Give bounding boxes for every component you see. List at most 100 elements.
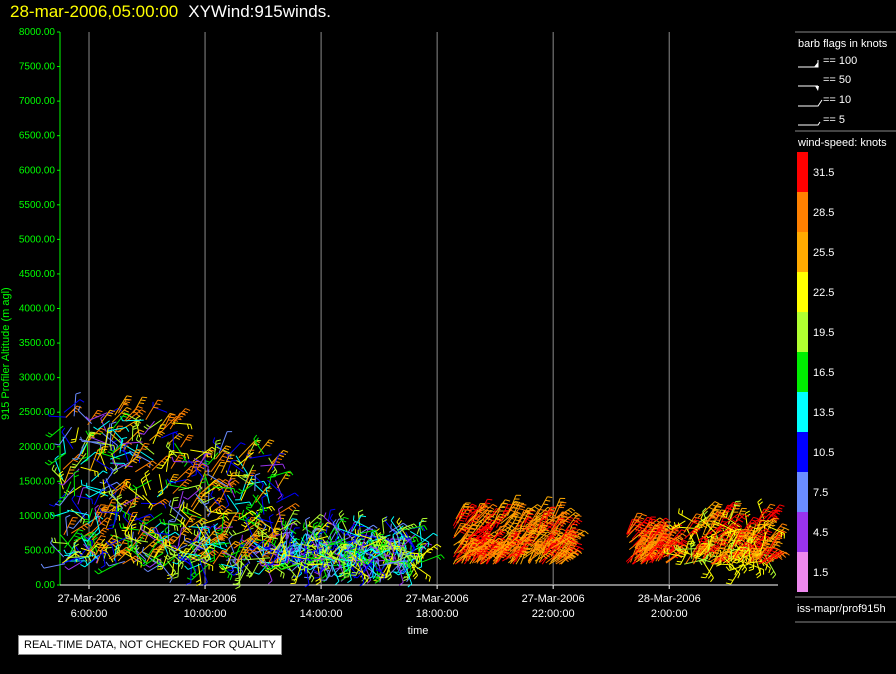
barb-flag bbox=[192, 575, 197, 580]
barb-flag bbox=[235, 572, 241, 576]
barb-flag bbox=[169, 538, 174, 543]
barb-flag bbox=[188, 434, 194, 437]
barb-flag bbox=[211, 483, 217, 487]
barb-flag bbox=[247, 504, 253, 506]
barb-flag bbox=[266, 486, 272, 489]
barb-flag bbox=[200, 498, 205, 503]
barb-flag bbox=[288, 507, 293, 512]
barb-flag bbox=[131, 526, 137, 530]
barb-flag bbox=[222, 450, 228, 453]
barb-flag bbox=[47, 459, 53, 464]
barb-flag bbox=[261, 494, 267, 499]
barb-flag bbox=[525, 542, 531, 544]
barb-flag bbox=[330, 550, 332, 556]
barb-staff bbox=[122, 419, 144, 422]
wind-barb bbox=[196, 523, 206, 543]
wind-barb bbox=[123, 443, 129, 462]
wind-barb bbox=[183, 535, 206, 551]
barb-flag bbox=[203, 581, 208, 586]
barb-staff bbox=[140, 529, 157, 541]
wind-barb bbox=[228, 442, 246, 456]
wind-barb bbox=[73, 531, 98, 542]
barb-flag bbox=[282, 463, 286, 469]
barb-flag bbox=[373, 577, 379, 581]
barb-flag bbox=[267, 441, 273, 445]
barb-flag bbox=[158, 432, 163, 436]
wind-barb bbox=[61, 427, 74, 449]
barb-flag bbox=[308, 575, 313, 580]
barb-flag bbox=[263, 555, 269, 557]
wind-barb bbox=[109, 503, 118, 527]
barb-flag bbox=[283, 449, 289, 453]
barb-flag bbox=[294, 537, 300, 541]
barb-flag bbox=[182, 501, 185, 507]
wind-barb bbox=[171, 456, 195, 463]
barb-flag bbox=[122, 542, 128, 545]
wind-barb bbox=[417, 541, 423, 563]
barb-flag bbox=[173, 496, 179, 499]
barb-staff bbox=[90, 470, 104, 482]
barb-flag bbox=[258, 505, 263, 511]
wind-barb bbox=[224, 540, 241, 553]
wind-barb bbox=[190, 555, 211, 564]
barb-flag bbox=[352, 515, 355, 521]
barb-flag bbox=[212, 437, 216, 443]
barb-flag bbox=[100, 564, 106, 569]
barb-flag bbox=[526, 515, 532, 518]
barb-flag bbox=[141, 409, 146, 413]
barb-flag bbox=[173, 572, 179, 576]
barb-staff bbox=[159, 533, 169, 555]
barb-flag bbox=[263, 480, 267, 486]
barb-flag bbox=[404, 576, 410, 578]
barb-staff bbox=[183, 506, 202, 517]
barb-flag bbox=[124, 401, 131, 404]
barb-flag bbox=[347, 529, 351, 535]
barb-flag bbox=[363, 556, 369, 561]
wind-barb bbox=[149, 430, 165, 441]
barb-staff bbox=[80, 451, 96, 465]
wind-barb bbox=[221, 551, 236, 563]
barb-flag bbox=[54, 455, 60, 460]
wind-barb bbox=[258, 439, 275, 454]
barb-flag bbox=[238, 488, 244, 493]
grid-lines bbox=[88, 32, 670, 585]
wind-barb bbox=[253, 434, 265, 455]
wind-barb bbox=[155, 531, 180, 544]
barb-flag bbox=[334, 567, 340, 570]
barb-flag bbox=[172, 476, 178, 479]
wind-barb bbox=[98, 447, 121, 460]
wind-barb bbox=[329, 516, 349, 535]
barb-staff bbox=[99, 452, 121, 460]
barb-flag bbox=[107, 430, 113, 433]
barb-flag bbox=[183, 453, 186, 459]
barb-flag bbox=[224, 452, 230, 455]
barb-flag bbox=[253, 434, 258, 440]
wind-barb bbox=[134, 513, 155, 521]
barb-flag bbox=[511, 525, 516, 530]
wind-barb bbox=[137, 538, 161, 556]
barb-flag bbox=[158, 492, 164, 497]
barb-flag bbox=[382, 516, 387, 520]
barb-flag bbox=[465, 554, 472, 556]
barb-staff bbox=[81, 484, 104, 492]
barb-flag bbox=[199, 466, 205, 470]
wind-barb bbox=[47, 411, 67, 418]
barb-flag bbox=[340, 577, 346, 581]
wind-barb bbox=[100, 409, 115, 423]
wind-barb bbox=[228, 535, 235, 554]
barb-flag bbox=[121, 529, 127, 532]
barb-flag bbox=[315, 581, 321, 586]
barb-staff bbox=[223, 512, 238, 533]
barb-staff bbox=[372, 556, 375, 577]
barb-flag bbox=[219, 459, 225, 462]
barb-flag bbox=[576, 542, 583, 546]
barb-flag bbox=[207, 469, 210, 475]
barb-flag bbox=[84, 556, 88, 562]
barb-flag bbox=[127, 531, 130, 537]
barb-flag bbox=[363, 541, 368, 546]
barb-flag bbox=[521, 503, 527, 506]
wind-barb bbox=[245, 494, 259, 509]
barb-flag bbox=[139, 524, 142, 530]
barb-flag bbox=[471, 503, 477, 507]
barb-flag bbox=[127, 514, 130, 520]
